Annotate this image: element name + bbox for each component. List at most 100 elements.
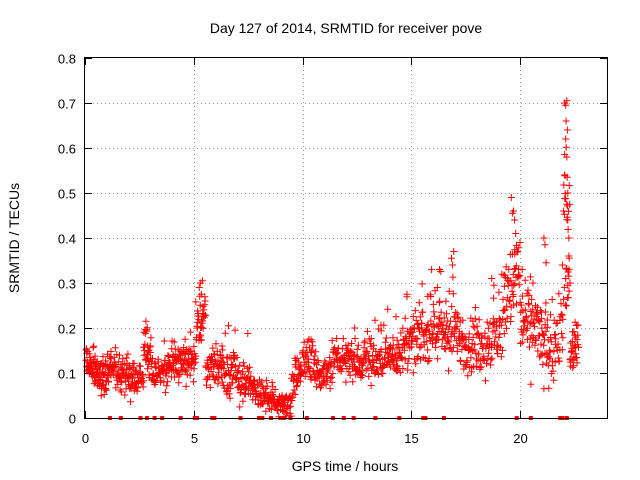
data-point xyxy=(148,363,156,371)
data-point xyxy=(547,338,555,346)
data-point xyxy=(262,376,270,384)
data-point xyxy=(199,317,207,325)
data-point xyxy=(354,341,362,349)
data-point xyxy=(130,359,138,367)
data-point xyxy=(144,365,152,373)
data-point xyxy=(495,334,503,341)
data-point xyxy=(449,261,457,269)
data-point xyxy=(366,340,374,348)
data-point xyxy=(122,354,130,362)
data-point xyxy=(100,391,108,398)
data-point xyxy=(396,369,404,377)
data-point xyxy=(374,366,381,374)
data-point xyxy=(483,318,491,326)
data-point xyxy=(388,346,396,354)
data-point xyxy=(414,335,422,343)
data-point xyxy=(175,379,183,387)
data-point xyxy=(219,359,227,367)
data-point xyxy=(342,378,350,386)
data-point xyxy=(190,343,198,351)
data-point xyxy=(449,290,457,298)
data-point xyxy=(366,358,374,366)
data-point xyxy=(353,345,361,353)
data-point xyxy=(542,259,550,267)
data-point xyxy=(570,344,578,352)
data-point xyxy=(161,388,169,396)
data-point xyxy=(467,354,475,362)
data-point xyxy=(517,339,524,347)
y-tick-label: 0.1 xyxy=(58,367,76,382)
data-point xyxy=(495,315,503,323)
data-point xyxy=(536,318,544,326)
data-point xyxy=(347,347,355,355)
data-point xyxy=(481,333,489,341)
data-point xyxy=(214,356,222,364)
data-point xyxy=(491,319,499,326)
data-point xyxy=(474,329,482,337)
data-point xyxy=(564,226,572,233)
data-point xyxy=(472,362,480,370)
data-point xyxy=(423,322,431,330)
data-point xyxy=(518,338,526,346)
data-point xyxy=(358,372,366,380)
data-point xyxy=(111,344,119,352)
data-point xyxy=(221,329,229,337)
data-point xyxy=(377,327,385,335)
data-point xyxy=(541,241,549,249)
data-point xyxy=(574,331,582,339)
data-point xyxy=(546,348,554,356)
data-point xyxy=(253,393,261,400)
data-point xyxy=(398,353,405,361)
data-point xyxy=(413,340,421,348)
data-point xyxy=(453,322,461,330)
data-point xyxy=(236,361,244,369)
data-point xyxy=(212,340,220,348)
data-point xyxy=(524,286,532,294)
data-point xyxy=(569,364,577,372)
data-point xyxy=(425,354,433,362)
data-point xyxy=(416,313,424,321)
data-point xyxy=(182,382,190,390)
data-point xyxy=(183,366,191,374)
data-point xyxy=(540,341,548,349)
data-point xyxy=(575,343,582,351)
data-point xyxy=(418,308,426,316)
data-point xyxy=(562,135,570,143)
data-point xyxy=(482,345,490,352)
data-point xyxy=(119,355,127,363)
data-point xyxy=(408,343,415,351)
data-point xyxy=(175,372,183,380)
data-point xyxy=(227,367,235,374)
data-point xyxy=(405,355,413,362)
data-point xyxy=(471,341,479,349)
data-point xyxy=(557,300,565,308)
data-point xyxy=(187,328,195,336)
data-point xyxy=(488,344,496,351)
data-point xyxy=(190,360,198,368)
data-point xyxy=(143,324,151,332)
data-point xyxy=(573,359,581,367)
data-point xyxy=(157,377,165,385)
data-point xyxy=(526,343,533,351)
data-point xyxy=(333,349,341,357)
data-point xyxy=(360,339,368,347)
data-point xyxy=(552,335,560,343)
data-point xyxy=(550,376,558,384)
data-point xyxy=(462,362,470,370)
data-point xyxy=(140,377,148,385)
data-point xyxy=(174,345,182,353)
data-point xyxy=(507,277,515,285)
data-point xyxy=(322,381,330,389)
data-point xyxy=(475,350,483,358)
data-point xyxy=(526,320,534,328)
data-point xyxy=(516,239,524,246)
data-point xyxy=(168,365,175,373)
data-point xyxy=(233,354,241,362)
data-point xyxy=(509,291,517,299)
data-point xyxy=(411,307,419,315)
data-point xyxy=(162,372,170,380)
data-point xyxy=(226,371,234,379)
data-point xyxy=(225,371,233,379)
data-point xyxy=(454,313,462,321)
data-point xyxy=(513,300,520,308)
